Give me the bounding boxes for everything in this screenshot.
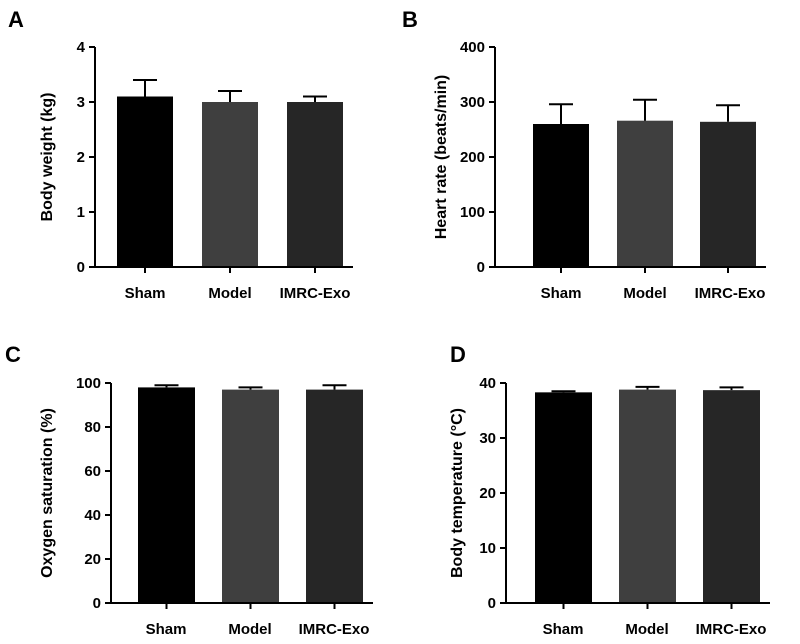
panel-b-letter: B — [402, 7, 418, 32]
panel-c-y-tick-label: 0 — [93, 595, 101, 612]
panel-a-y-tick-label: 0 — [77, 259, 85, 276]
panel-c-letter: C — [5, 342, 21, 367]
panel-b-y-tick-label: 200 — [460, 149, 485, 166]
panel-b-y-tick-label: 100 — [460, 204, 485, 221]
panel-d-category-label: IMRC-Exo — [696, 621, 767, 638]
panel-d-error-bar-model — [635, 385, 660, 390]
panel-d-y-tick-label: 30 — [479, 430, 496, 447]
panel-d-bar-model — [619, 389, 676, 603]
panel-b-bar-model — [617, 120, 673, 267]
panel-a-category-label: Model — [208, 285, 251, 302]
panel-c-category-label: Sham — [146, 621, 187, 638]
panel-b-bar-sham — [533, 124, 589, 267]
panel-c-category-label: Model — [228, 621, 271, 638]
panel-a-y-tick-label: 3 — [77, 94, 85, 111]
panel-a-y-tick-label: 1 — [77, 204, 85, 221]
panel-a-y-tick-label: 2 — [77, 149, 85, 166]
panel-d-bar-sham — [535, 392, 592, 603]
panel-c-y-tick-label: 80 — [84, 419, 101, 436]
panel-c-bar-imrc-exo — [306, 389, 363, 603]
panel-c-error-bar-imrc-exo — [322, 384, 347, 390]
panel-a-error-bar-model — [218, 90, 242, 102]
panel-b-y-tick-label: 300 — [460, 94, 485, 111]
panel-b-category-label: IMRC-Exo — [695, 285, 766, 302]
panel-d-letter: D — [450, 342, 466, 367]
panel-c-y-tick-label: 60 — [84, 463, 101, 480]
panel-c-error-bar-model — [238, 386, 263, 390]
panel-b-bar-imrc-exo — [700, 121, 756, 267]
panel-b-error-bar-sham — [549, 103, 573, 124]
panel-d-y-tick-label: 20 — [479, 485, 496, 502]
panel-a-category-label: IMRC-Exo — [280, 285, 351, 302]
panel-a-letter: A — [8, 7, 24, 32]
panel-a-error-bar-imrc-exo — [303, 95, 327, 102]
panel-b-error-bar-model — [633, 98, 657, 121]
panel-a-bar-model — [202, 102, 258, 267]
panel-c-y-tick-label: 100 — [76, 375, 101, 392]
panel-b-y-tick-label: 400 — [460, 39, 485, 56]
panel-c-bar-sham — [138, 387, 195, 603]
panel-c-bar-model — [222, 389, 279, 603]
panel-a-bar-imrc-exo — [287, 102, 343, 267]
panel-b-y-axis-label: Heart rate (beats/min) — [433, 75, 450, 240]
panel-d-y-tick-label: 0 — [488, 595, 496, 612]
panel-d-error-bar-sham — [551, 390, 576, 393]
panel-b-error-bar-imrc-exo — [716, 104, 740, 122]
panel-d-y-axis-label: Body temperature (°C) — [449, 408, 466, 578]
panel-d-y-tick-label: 40 — [479, 375, 496, 392]
panel-a-y-tick-label: 4 — [77, 39, 86, 56]
panel-d-error-bar-imrc-exo — [719, 386, 744, 391]
panel-c-category-label: IMRC-Exo — [299, 621, 370, 638]
panel-c-y-tick-label: 40 — [84, 507, 101, 524]
panel-d-category-label: Model — [625, 621, 668, 638]
panel-c-error-bar-sham — [154, 384, 179, 388]
panel-b-y-tick-label: 0 — [477, 259, 485, 276]
panel-b-category-label: Sham — [541, 285, 582, 302]
panel-d-y-tick-label: 10 — [479, 540, 496, 557]
panel-c-y-axis-label: Oxygen saturation (%) — [39, 408, 56, 578]
panel-b-category-label: Model — [623, 285, 666, 302]
panel-c-y-tick-label: 20 — [84, 551, 101, 568]
panel-a-category-label: Sham — [125, 285, 166, 302]
panel-a-y-axis-label: Body weight (kg) — [39, 93, 56, 222]
panel-a-error-bar-sham — [133, 79, 157, 97]
panel-d-bar-imrc-exo — [703, 390, 760, 603]
panel-a-bar-sham — [117, 96, 173, 267]
panel-d-category-label: Sham — [543, 621, 584, 638]
